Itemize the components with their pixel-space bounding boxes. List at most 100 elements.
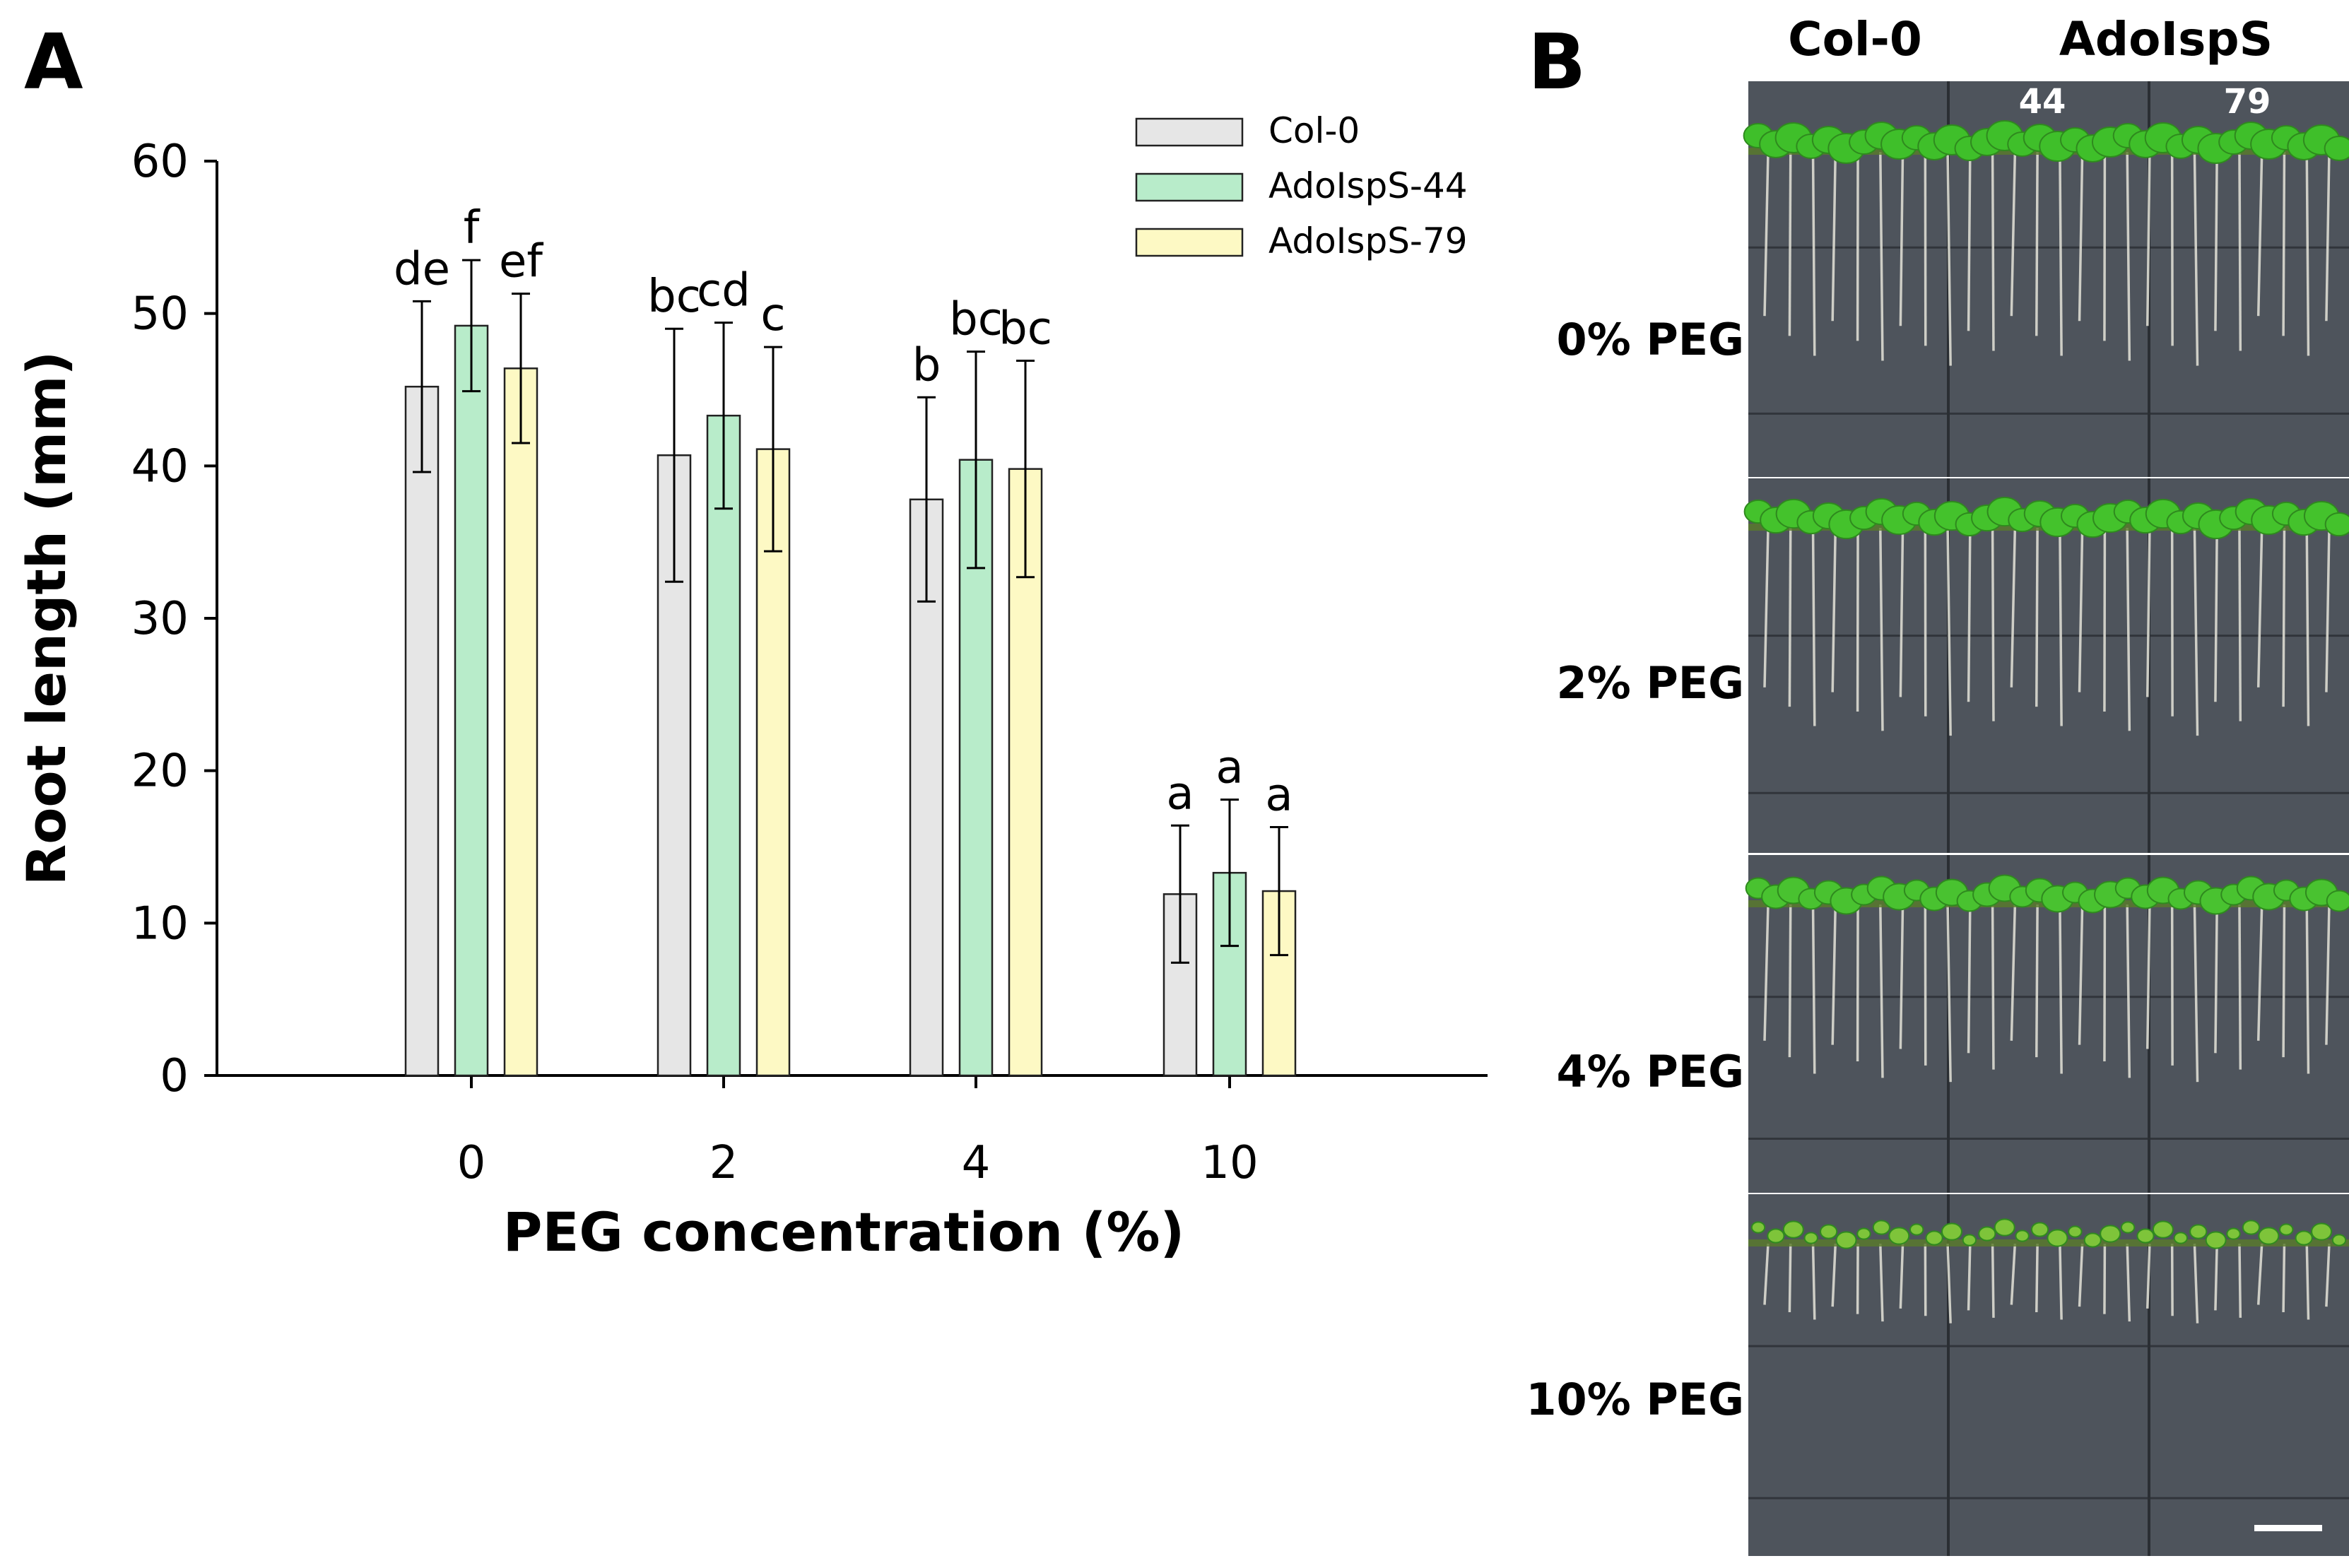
seedling-root [1811, 904, 1816, 1074]
seedling-root [2145, 904, 2151, 1049]
seedling-root [2145, 1243, 2151, 1309]
seedling-root [2010, 904, 2017, 1041]
seedling-root [2256, 1243, 2263, 1305]
seedling-leaf [2258, 1227, 2280, 1245]
seedling-root [2238, 151, 2242, 351]
plate-background-10-peg [1748, 1194, 2349, 1556]
seedling-root [1946, 904, 1952, 1083]
seedling-leaf [2173, 1232, 2188, 1244]
seedling-leaf [2205, 1231, 2227, 1249]
seedling-root [1967, 1243, 1972, 1311]
seedling-leaf [2242, 1220, 2261, 1235]
x-tick-labels: 0 2 4 10 [457, 1137, 1259, 1189]
x-tick-label-10: 10 [1201, 1137, 1258, 1189]
seedling-root [1831, 1243, 1837, 1307]
legend-label-col-0: Col-0 [1268, 110, 1360, 151]
seedling-root [1879, 151, 1884, 361]
seedling-root [2078, 527, 2084, 692]
seedling-root [1967, 151, 1972, 331]
seedling-root [2059, 151, 2063, 356]
seedling-root [2193, 1243, 2199, 1324]
line-number-44: 44 [2019, 82, 2066, 122]
peg-label-0-peg: 0% PEG [1556, 314, 1744, 365]
sig-letter-col-0-2: bc [647, 271, 701, 323]
sig-letter-adoisps-79-2: c [760, 289, 785, 341]
seedling-root [2305, 904, 2310, 1074]
plate-sheen-10-peg [1748, 1194, 2349, 1556]
legend-label-adoisps-44: AdoIspS-44 [1268, 165, 1468, 206]
legend-label-adoisps-79: AdoIspS-79 [1268, 220, 1468, 261]
seedling-root [1763, 151, 1770, 317]
sig-letter-adoisps-44-0: f [464, 202, 481, 254]
seedling-root [2145, 527, 2151, 697]
seedling-root [1788, 151, 1792, 336]
peg-label-2-peg: 2% PEG [1556, 657, 1744, 709]
seedling-root [2059, 1243, 2063, 1320]
peg-label-4-peg: 4% PEG [1556, 1046, 1744, 1097]
seedling-leaf [2047, 1229, 2068, 1247]
seedling-root [2193, 151, 2199, 366]
seedling-root [2126, 1243, 2131, 1322]
seedling-root [1831, 527, 1837, 692]
seedling-root [1899, 1243, 1904, 1309]
seedling-leaf [2120, 1221, 2136, 1234]
seedling-root [2059, 527, 2063, 726]
seedling-root [2214, 1243, 2218, 1311]
seedling-leaf [1888, 1227, 1910, 1245]
seedling-leaf [1820, 1224, 1838, 1239]
seedling-root [1967, 527, 1972, 702]
seedling-leaf [2279, 1223, 2294, 1236]
seedling-root [1991, 527, 1995, 721]
seedling-root [2282, 151, 2286, 336]
legend-swatch-adoisps-79 [1135, 228, 1244, 257]
seedling-root [1831, 151, 1837, 322]
y-axis [204, 160, 218, 1077]
seedling-root [2010, 151, 2017, 317]
bar-adoisps-44-2 [706, 414, 741, 1077]
seedling-leaf [2068, 1225, 2083, 1238]
seedling-root [1763, 904, 1770, 1041]
seedling-leaf [2324, 512, 2349, 537]
y-tick-label-60: 60 [131, 136, 189, 188]
line-number-79: 79 [2224, 82, 2271, 122]
x-tick-label-2: 2 [710, 1137, 738, 1189]
seedling-root [2078, 904, 2084, 1045]
seedling-root [2214, 151, 2218, 331]
plates [1743, 81, 2349, 1556]
sig-letter-adoisps-44-10: a [1215, 742, 1243, 794]
seedling-leaf [2030, 1222, 2049, 1237]
seedling-root [2126, 151, 2131, 361]
seedling-root [2238, 527, 2242, 721]
scale-bar [2254, 1525, 2322, 1531]
seedling-root [1967, 904, 1972, 1054]
seedling-leaf [2295, 1230, 2313, 1246]
seedling-root [2325, 904, 2331, 1045]
seedling-root [2256, 151, 2263, 317]
seedling-root [1763, 1243, 1770, 1305]
sig-letter-adoisps-79-4: bc [999, 303, 1052, 355]
y-tick-label-20: 20 [131, 745, 189, 798]
seedling-leaf [2226, 1227, 2241, 1240]
bar-adoisps-44-0 [454, 324, 489, 1077]
seedling-root [2193, 527, 2199, 736]
seedling-root [2078, 151, 2084, 322]
seedling-root [2305, 1243, 2310, 1320]
seedling-root [2238, 904, 2242, 1070]
seedling-root [2214, 527, 2218, 702]
bar-adoisps-79-2 [755, 448, 791, 1077]
seedling-leaf [2311, 1222, 2333, 1241]
seedling-root [1946, 1243, 1952, 1324]
seedling-root [1879, 527, 1884, 731]
seedling-root [1991, 151, 1995, 351]
sig-letter-col-0-0: de [394, 243, 450, 295]
seedling-root [2282, 904, 2286, 1058]
seedling-root [1946, 151, 1952, 366]
seedling-root [2145, 151, 2151, 326]
seedling-leaf [2100, 1225, 2121, 1243]
seedling-root [2238, 1243, 2242, 1318]
seedling-leaf [1909, 1223, 1924, 1236]
seedling-root [2193, 904, 2199, 1083]
y-tick-labels: 0 10 20 30 40 50 60 [131, 136, 189, 1102]
seedling-root [2126, 904, 2131, 1078]
